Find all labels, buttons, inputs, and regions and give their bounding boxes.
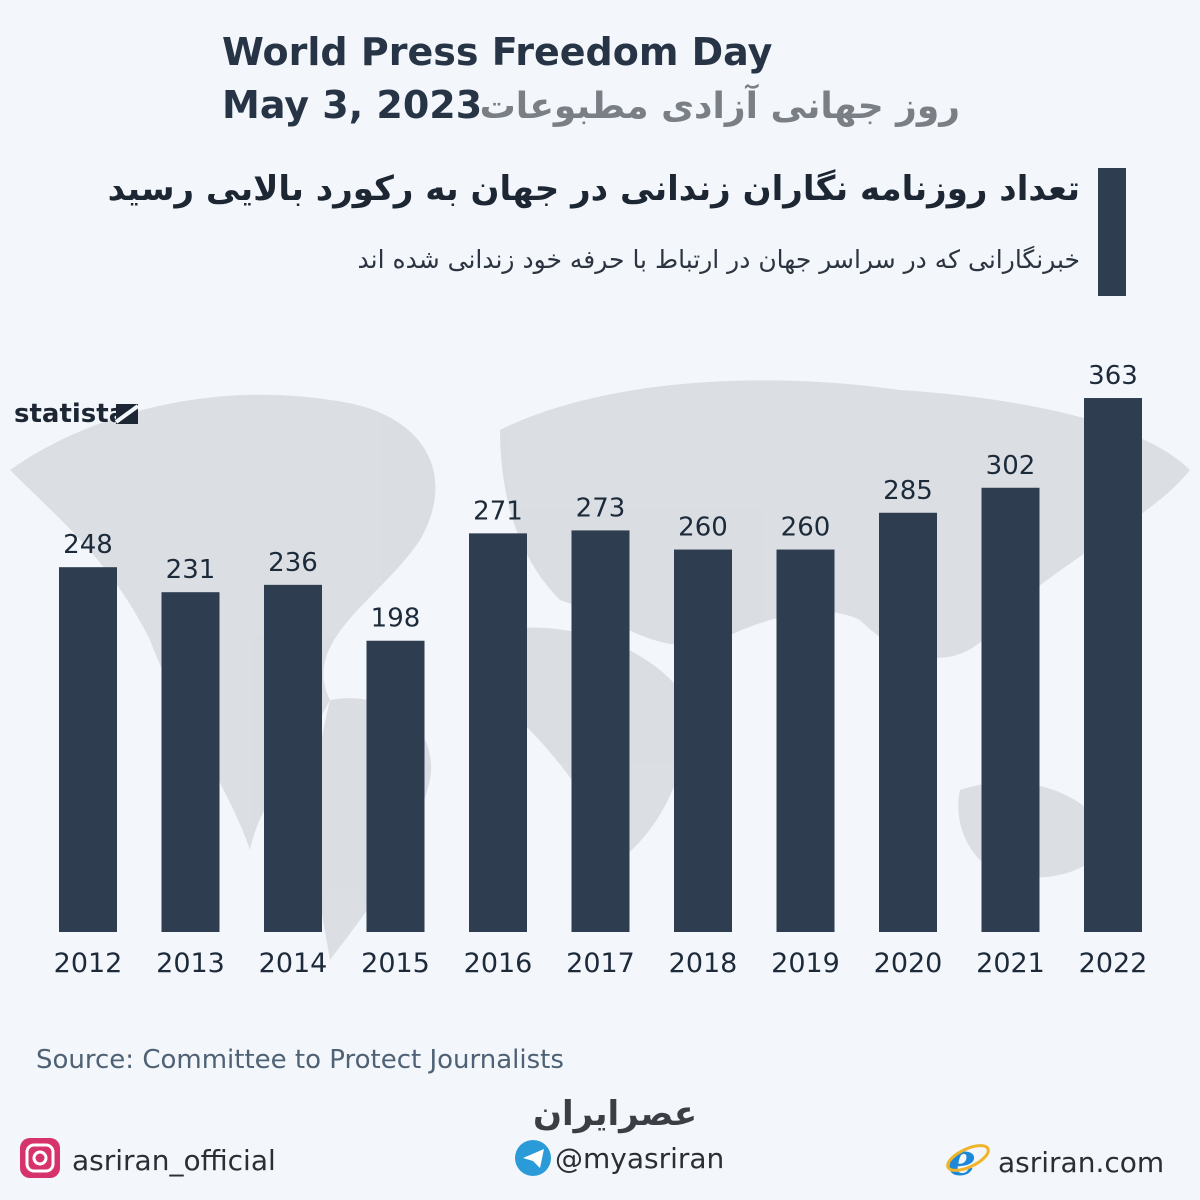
bar (469, 533, 527, 932)
bar (161, 592, 220, 932)
instagram-icon (20, 1138, 60, 1178)
accent-bar (1098, 168, 1126, 296)
bar (59, 567, 117, 932)
value-label: 271 (473, 496, 523, 526)
x-tick-label: 2021 (976, 948, 1045, 979)
value-label: 302 (986, 451, 1036, 481)
x-tick-label: 2017 (566, 948, 635, 979)
brand: statista (14, 399, 126, 429)
brand-icon (114, 404, 140, 424)
title: World Press Freedom Day (222, 30, 773, 74)
date: May 3, 2023 (222, 83, 482, 127)
instagram-handle: asriran_official (72, 1144, 276, 1177)
value-label: 198 (371, 604, 421, 634)
footer-logo: عصرایران (533, 1094, 697, 1134)
x-tick-label: 2012 (54, 948, 123, 979)
source: Source: Committee to Protect Journalists (36, 1045, 564, 1075)
value-label: 236 (268, 548, 318, 578)
x-tick-label: 2019 (771, 948, 840, 979)
telegram-handle: @myasriran (555, 1142, 724, 1175)
value-label: 231 (166, 555, 216, 585)
bar (366, 640, 425, 932)
telegram-icon (515, 1140, 551, 1176)
chart-title: تعداد روزنامه نگاران زندانی در جهان به ر… (108, 169, 1080, 209)
chart-subtitle: خبرنگارانی که در سراسر جهان در ارتباط با… (358, 245, 1080, 275)
x-tick-label: 2015 (361, 948, 430, 979)
value-label: 285 (883, 476, 933, 506)
value-label: 260 (678, 513, 728, 543)
web-icon: e (946, 1135, 990, 1186)
value-label: 260 (781, 513, 831, 543)
persian-title: روز جهانی آزادی مطبوعات (480, 83, 960, 127)
x-tick-label: 2018 (669, 948, 738, 979)
value-label: 363 (1088, 361, 1138, 391)
bars: 248 2012 231 2013 236 2014 198 2015 271 2016 273 20… (54, 361, 1148, 979)
x-tick-label: 2022 (1079, 948, 1148, 979)
x-tick-label: 2014 (259, 948, 328, 979)
x-tick-label: 2020 (874, 948, 943, 979)
bar (674, 549, 732, 932)
value-label: 273 (576, 493, 626, 523)
bar (879, 512, 937, 932)
bar (1084, 398, 1142, 933)
svg-text:e: e (948, 1135, 976, 1186)
bar (571, 530, 630, 932)
website: asriran.com (998, 1146, 1164, 1179)
bar (981, 487, 1040, 932)
bar (776, 549, 835, 932)
bar (264, 584, 322, 932)
x-tick-label: 2016 (464, 948, 533, 979)
value-label: 248 (63, 530, 113, 560)
x-tick-label: 2013 (156, 948, 225, 979)
